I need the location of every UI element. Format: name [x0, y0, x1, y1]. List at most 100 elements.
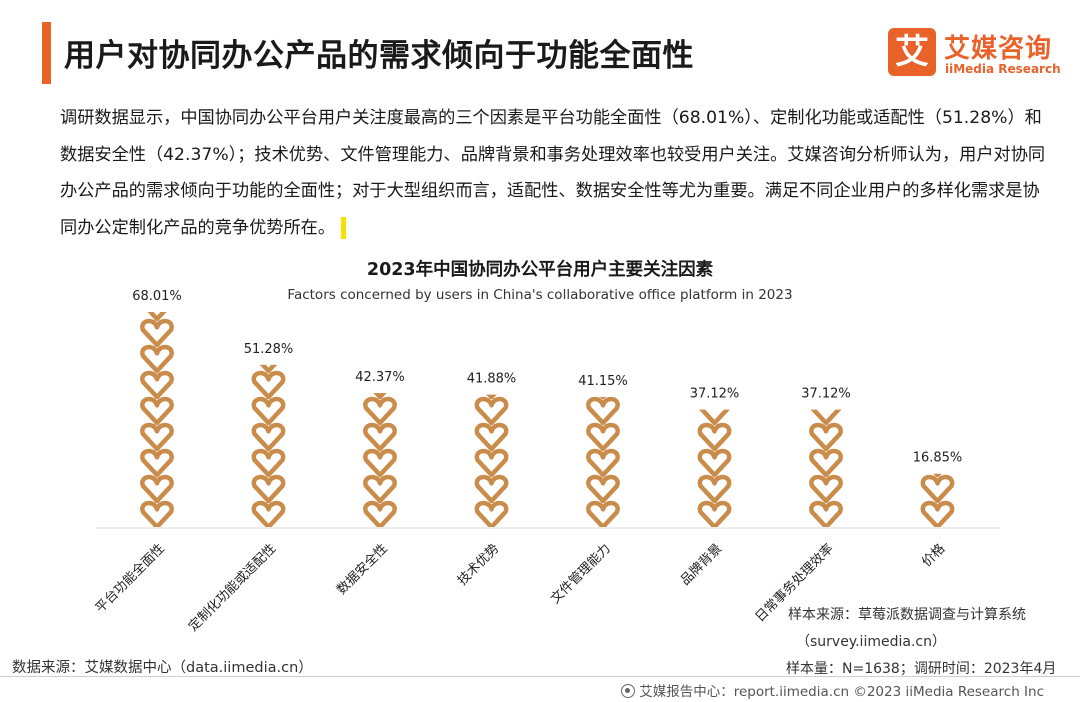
heart-icon — [477, 295, 506, 319]
heart-icon — [923, 295, 952, 319]
category-label: 品牌背景 — [677, 541, 725, 589]
heart-icon — [586, 500, 620, 527]
data-label: 41.15% — [578, 374, 628, 389]
title-accent-bar — [42, 22, 51, 84]
summary-paragraph: 调研数据显示，中国协同办公平台用户关注度最高的三个因素是平台功能全面性（68.0… — [60, 100, 1050, 246]
heart-icon — [588, 347, 617, 371]
heart-icon — [365, 347, 394, 371]
category-label: 价格 — [919, 541, 949, 571]
heart-icon — [697, 448, 732, 478]
heart-icon — [365, 321, 394, 345]
logo-name-cn: 艾媒咨询 — [944, 34, 1053, 64]
heart-icon — [474, 448, 509, 478]
heart-icon — [700, 321, 729, 345]
chart-subtitle: Factors concerned by users in China's co… — [287, 287, 793, 303]
data-label: 37.12% — [801, 387, 851, 402]
heart-icon — [697, 422, 732, 452]
heart-icon — [920, 500, 955, 527]
heart-icon — [251, 500, 286, 527]
heart-icon — [140, 448, 174, 478]
iimedia-logo: 艾 艾媒咨询 iiMedia Research — [888, 24, 1064, 84]
heart-icon — [697, 500, 732, 528]
heart-icon — [363, 396, 397, 426]
category-label: 定制化功能或适配性 — [186, 541, 279, 634]
heart-icon — [697, 474, 732, 504]
heart-icon — [923, 373, 952, 397]
category-label: 平台功能全面性 — [92, 541, 168, 617]
page-title: 用户对协同办公产品的需求倾向于功能全面性 — [64, 38, 694, 74]
heart-icon — [586, 448, 620, 478]
heart-icon — [251, 396, 286, 426]
heart-icon — [923, 321, 952, 345]
sample-size-date: 样本量：N=1638；调研时间：2023年4月 — [786, 661, 1057, 677]
heart-icon — [700, 347, 729, 371]
data-label: 16.85% — [913, 451, 963, 466]
heart-icon — [923, 347, 952, 371]
heart-icon — [140, 318, 174, 348]
summary-text: 调研数据显示，中国协同办公平台用户关注度最高的三个因素是平台功能全面性（68.0… — [60, 108, 1046, 238]
heart-icon — [809, 474, 843, 504]
heart-icon — [586, 396, 620, 426]
data-label: 37.12% — [690, 387, 740, 402]
bar — [363, 295, 397, 527]
heart-icon — [810, 409, 842, 426]
heart-icon — [140, 422, 174, 452]
footer-divider — [0, 676, 1080, 677]
logo-name-en: iiMedia Research — [945, 62, 1061, 76]
heart-icon — [251, 474, 286, 504]
heart-icon — [254, 295, 283, 319]
heart-icon — [588, 295, 617, 319]
footer: 艾媒报告中心：report.iimedia.cn ©2023 iiMedia R… — [621, 680, 1044, 700]
heart-icon — [923, 399, 952, 423]
heart-icon — [474, 474, 509, 504]
heart-icon — [363, 448, 397, 478]
bar — [586, 295, 620, 527]
data-label: 41.88% — [467, 372, 517, 387]
heart-icon — [809, 422, 843, 452]
bar — [920, 295, 955, 527]
bar — [809, 295, 843, 528]
heart-icon — [586, 474, 620, 504]
heart-icon — [363, 500, 397, 527]
data-label: 42.37% — [355, 370, 405, 385]
footer-text: 艾媒报告中心：report.iimedia.cn ©2023 iiMedia R… — [639, 684, 1044, 700]
heart-icon — [923, 425, 952, 449]
heart-icon — [251, 370, 286, 400]
heart-icon — [365, 295, 394, 319]
heart-icon — [811, 295, 840, 319]
bar — [697, 295, 732, 528]
heart-icon — [140, 396, 174, 426]
data-label: 51.28% — [244, 342, 294, 357]
heart-icon — [140, 500, 174, 527]
data-source-left: 数据来源：艾媒数据中心（data.iimedia.cn） — [12, 660, 313, 676]
heart-icon — [811, 347, 840, 371]
text-highlight-marker — [341, 216, 347, 239]
heart-icon — [140, 370, 174, 400]
chart-title: 2023年中国协同办公平台用户主要关注因素 — [366, 260, 714, 280]
heart-icon — [809, 448, 843, 478]
heart-icon — [474, 396, 509, 426]
heart-icon — [363, 474, 397, 504]
bar — [251, 295, 286, 527]
heart-icon — [140, 344, 174, 374]
heart-icon — [251, 448, 286, 478]
bar — [474, 295, 509, 527]
heart-icon — [251, 422, 286, 452]
heart-icon — [477, 321, 506, 345]
data-label: 68.01% — [132, 289, 182, 304]
heart-icon — [474, 500, 509, 527]
heart-icon — [700, 295, 729, 319]
category-label: 文件管理能力 — [548, 541, 614, 607]
heart-icon — [140, 474, 174, 504]
heart-icon — [920, 474, 955, 504]
heart-icon — [477, 347, 506, 371]
sample-source-url: （survey.iimedia.cn） — [796, 634, 946, 650]
category-label: 数据安全性 — [334, 541, 391, 598]
heart-icon — [699, 409, 730, 426]
heart-icon — [586, 422, 620, 452]
heart-icon — [811, 321, 840, 345]
category-label: 技术优势 — [454, 541, 502, 589]
heart-icon — [809, 500, 843, 528]
heart-icon — [474, 422, 509, 452]
